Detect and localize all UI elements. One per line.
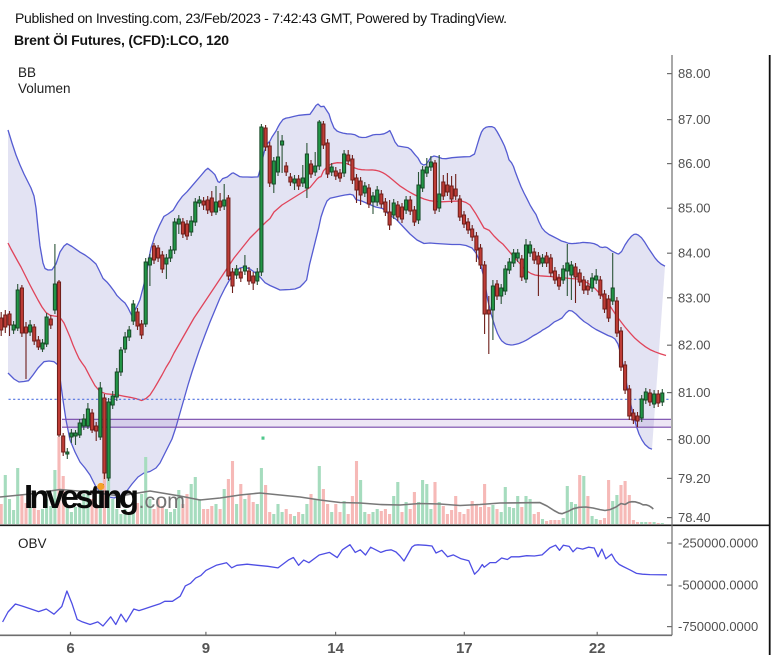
svg-text:OBV: OBV <box>18 536 47 551</box>
svg-text:81.00: 81.00 <box>678 385 711 400</box>
svg-text:-250000.0000: -250000.0000 <box>678 536 758 551</box>
svg-text:82.00: 82.00 <box>678 338 711 353</box>
svg-text:Investing: Investing <box>24 478 138 515</box>
svg-text:83.00: 83.00 <box>678 290 711 305</box>
svg-text:.com: .com <box>139 489 186 513</box>
svg-text:14: 14 <box>327 640 344 657</box>
svg-text:78.40: 78.40 <box>678 510 711 525</box>
svg-text:88.00: 88.00 <box>678 66 711 81</box>
svg-text:87.00: 87.00 <box>678 112 711 127</box>
svg-text:17: 17 <box>456 640 473 657</box>
svg-text:79.20: 79.20 <box>678 471 711 486</box>
svg-text:6: 6 <box>66 640 74 657</box>
svg-text:84.00: 84.00 <box>678 246 711 261</box>
svg-text:80.00: 80.00 <box>678 432 711 447</box>
svg-text:BB: BB <box>18 65 36 80</box>
svg-text:Brent Öl Futures, (CFD):LCO, 1: Brent Öl Futures, (CFD):LCO, 120 <box>14 32 229 48</box>
svg-text:Published on Investing.com, 23: Published on Investing.com, 23/Feb/2023 … <box>15 10 507 26</box>
svg-text:-750000.0000: -750000.0000 <box>678 619 758 634</box>
svg-text:86.00: 86.00 <box>678 156 711 171</box>
svg-text:9: 9 <box>202 640 210 657</box>
svg-text:-500000.0000: -500000.0000 <box>678 578 758 593</box>
svg-text:Volumen: Volumen <box>18 81 71 96</box>
svg-text:85.00: 85.00 <box>678 201 711 216</box>
svg-text:22: 22 <box>589 640 606 657</box>
